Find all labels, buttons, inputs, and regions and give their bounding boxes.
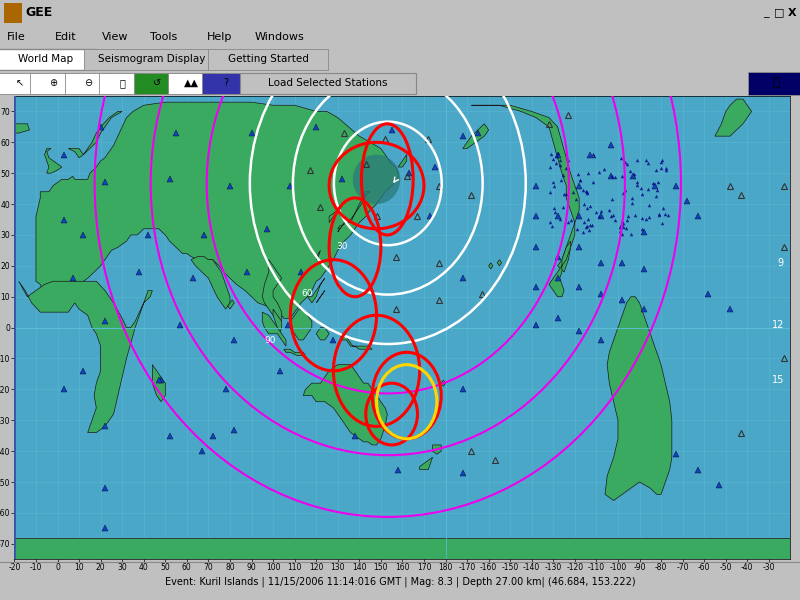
Text: ⊕: ⊕	[50, 78, 58, 88]
Polygon shape	[36, 102, 398, 319]
Polygon shape	[338, 226, 342, 229]
Polygon shape	[549, 241, 570, 297]
Polygon shape	[68, 112, 122, 158]
FancyBboxPatch shape	[202, 73, 249, 94]
Text: 15: 15	[771, 375, 784, 385]
Ellipse shape	[353, 155, 400, 204]
Text: ↖: ↖	[15, 78, 23, 88]
Text: ▲▲: ▲▲	[184, 78, 198, 88]
Text: ↺: ↺	[153, 78, 161, 88]
Polygon shape	[471, 105, 579, 272]
Polygon shape	[316, 250, 321, 260]
Polygon shape	[45, 148, 62, 173]
Polygon shape	[290, 309, 312, 340]
Text: Tools: Tools	[150, 32, 178, 41]
Polygon shape	[273, 309, 282, 334]
Text: _: _	[763, 8, 770, 17]
Polygon shape	[228, 300, 234, 309]
Polygon shape	[462, 124, 489, 148]
Polygon shape	[262, 260, 282, 322]
FancyBboxPatch shape	[748, 72, 800, 95]
Text: Edit: Edit	[54, 32, 76, 41]
Polygon shape	[316, 290, 325, 303]
Text: X: X	[788, 8, 796, 17]
FancyBboxPatch shape	[168, 73, 214, 94]
Text: GEE: GEE	[26, 6, 53, 19]
Polygon shape	[489, 263, 493, 269]
Polygon shape	[316, 328, 329, 340]
Polygon shape	[191, 257, 230, 309]
Text: 9: 9	[778, 258, 784, 268]
Polygon shape	[18, 281, 152, 433]
FancyBboxPatch shape	[0, 49, 97, 70]
Text: 90: 90	[265, 336, 276, 345]
Polygon shape	[605, 297, 672, 500]
FancyBboxPatch shape	[0, 73, 42, 94]
Polygon shape	[307, 278, 325, 303]
FancyBboxPatch shape	[30, 73, 77, 94]
Polygon shape	[284, 349, 306, 355]
Text: Help: Help	[206, 32, 232, 41]
FancyBboxPatch shape	[240, 73, 416, 94]
Polygon shape	[340, 334, 372, 349]
Polygon shape	[420, 457, 433, 470]
Text: ?: ?	[223, 78, 228, 88]
Polygon shape	[152, 365, 166, 402]
Text: ⊖: ⊖	[84, 78, 92, 88]
Text: Getting Started: Getting Started	[227, 54, 309, 64]
Text: 12: 12	[771, 320, 784, 329]
FancyBboxPatch shape	[99, 73, 146, 94]
Text: Windows: Windows	[254, 32, 304, 41]
Polygon shape	[329, 210, 338, 223]
Text: Load Selected Stations: Load Selected Stations	[268, 78, 388, 88]
Text: 60: 60	[302, 289, 313, 298]
FancyBboxPatch shape	[4, 2, 22, 23]
FancyBboxPatch shape	[84, 49, 218, 70]
Polygon shape	[338, 195, 366, 232]
Polygon shape	[362, 192, 370, 195]
Polygon shape	[6, 124, 30, 133]
Text: ✋: ✋	[119, 78, 126, 88]
Polygon shape	[442, 380, 446, 386]
Polygon shape	[303, 365, 387, 445]
Polygon shape	[715, 99, 751, 136]
Polygon shape	[398, 155, 406, 167]
Text: View: View	[102, 32, 129, 41]
Text: Seismogram Display: Seismogram Display	[98, 54, 205, 64]
Polygon shape	[14, 538, 790, 559]
FancyBboxPatch shape	[208, 49, 328, 70]
Text: 30: 30	[336, 242, 348, 251]
Polygon shape	[433, 445, 442, 454]
Text: World Map: World Map	[18, 54, 73, 64]
Text: File: File	[6, 32, 25, 41]
Text: □: □	[774, 8, 785, 17]
Polygon shape	[262, 312, 286, 346]
FancyBboxPatch shape	[134, 73, 180, 94]
Polygon shape	[498, 260, 502, 266]
Text: 🌍: 🌍	[772, 76, 780, 89]
Text: Event: Kuril Islands | 11/15/2006 11:14:016 GMT | Mag: 8.3 | Depth 27.00 km| (46: Event: Kuril Islands | 11/15/2006 11:14:…	[165, 577, 635, 587]
FancyBboxPatch shape	[65, 73, 111, 94]
